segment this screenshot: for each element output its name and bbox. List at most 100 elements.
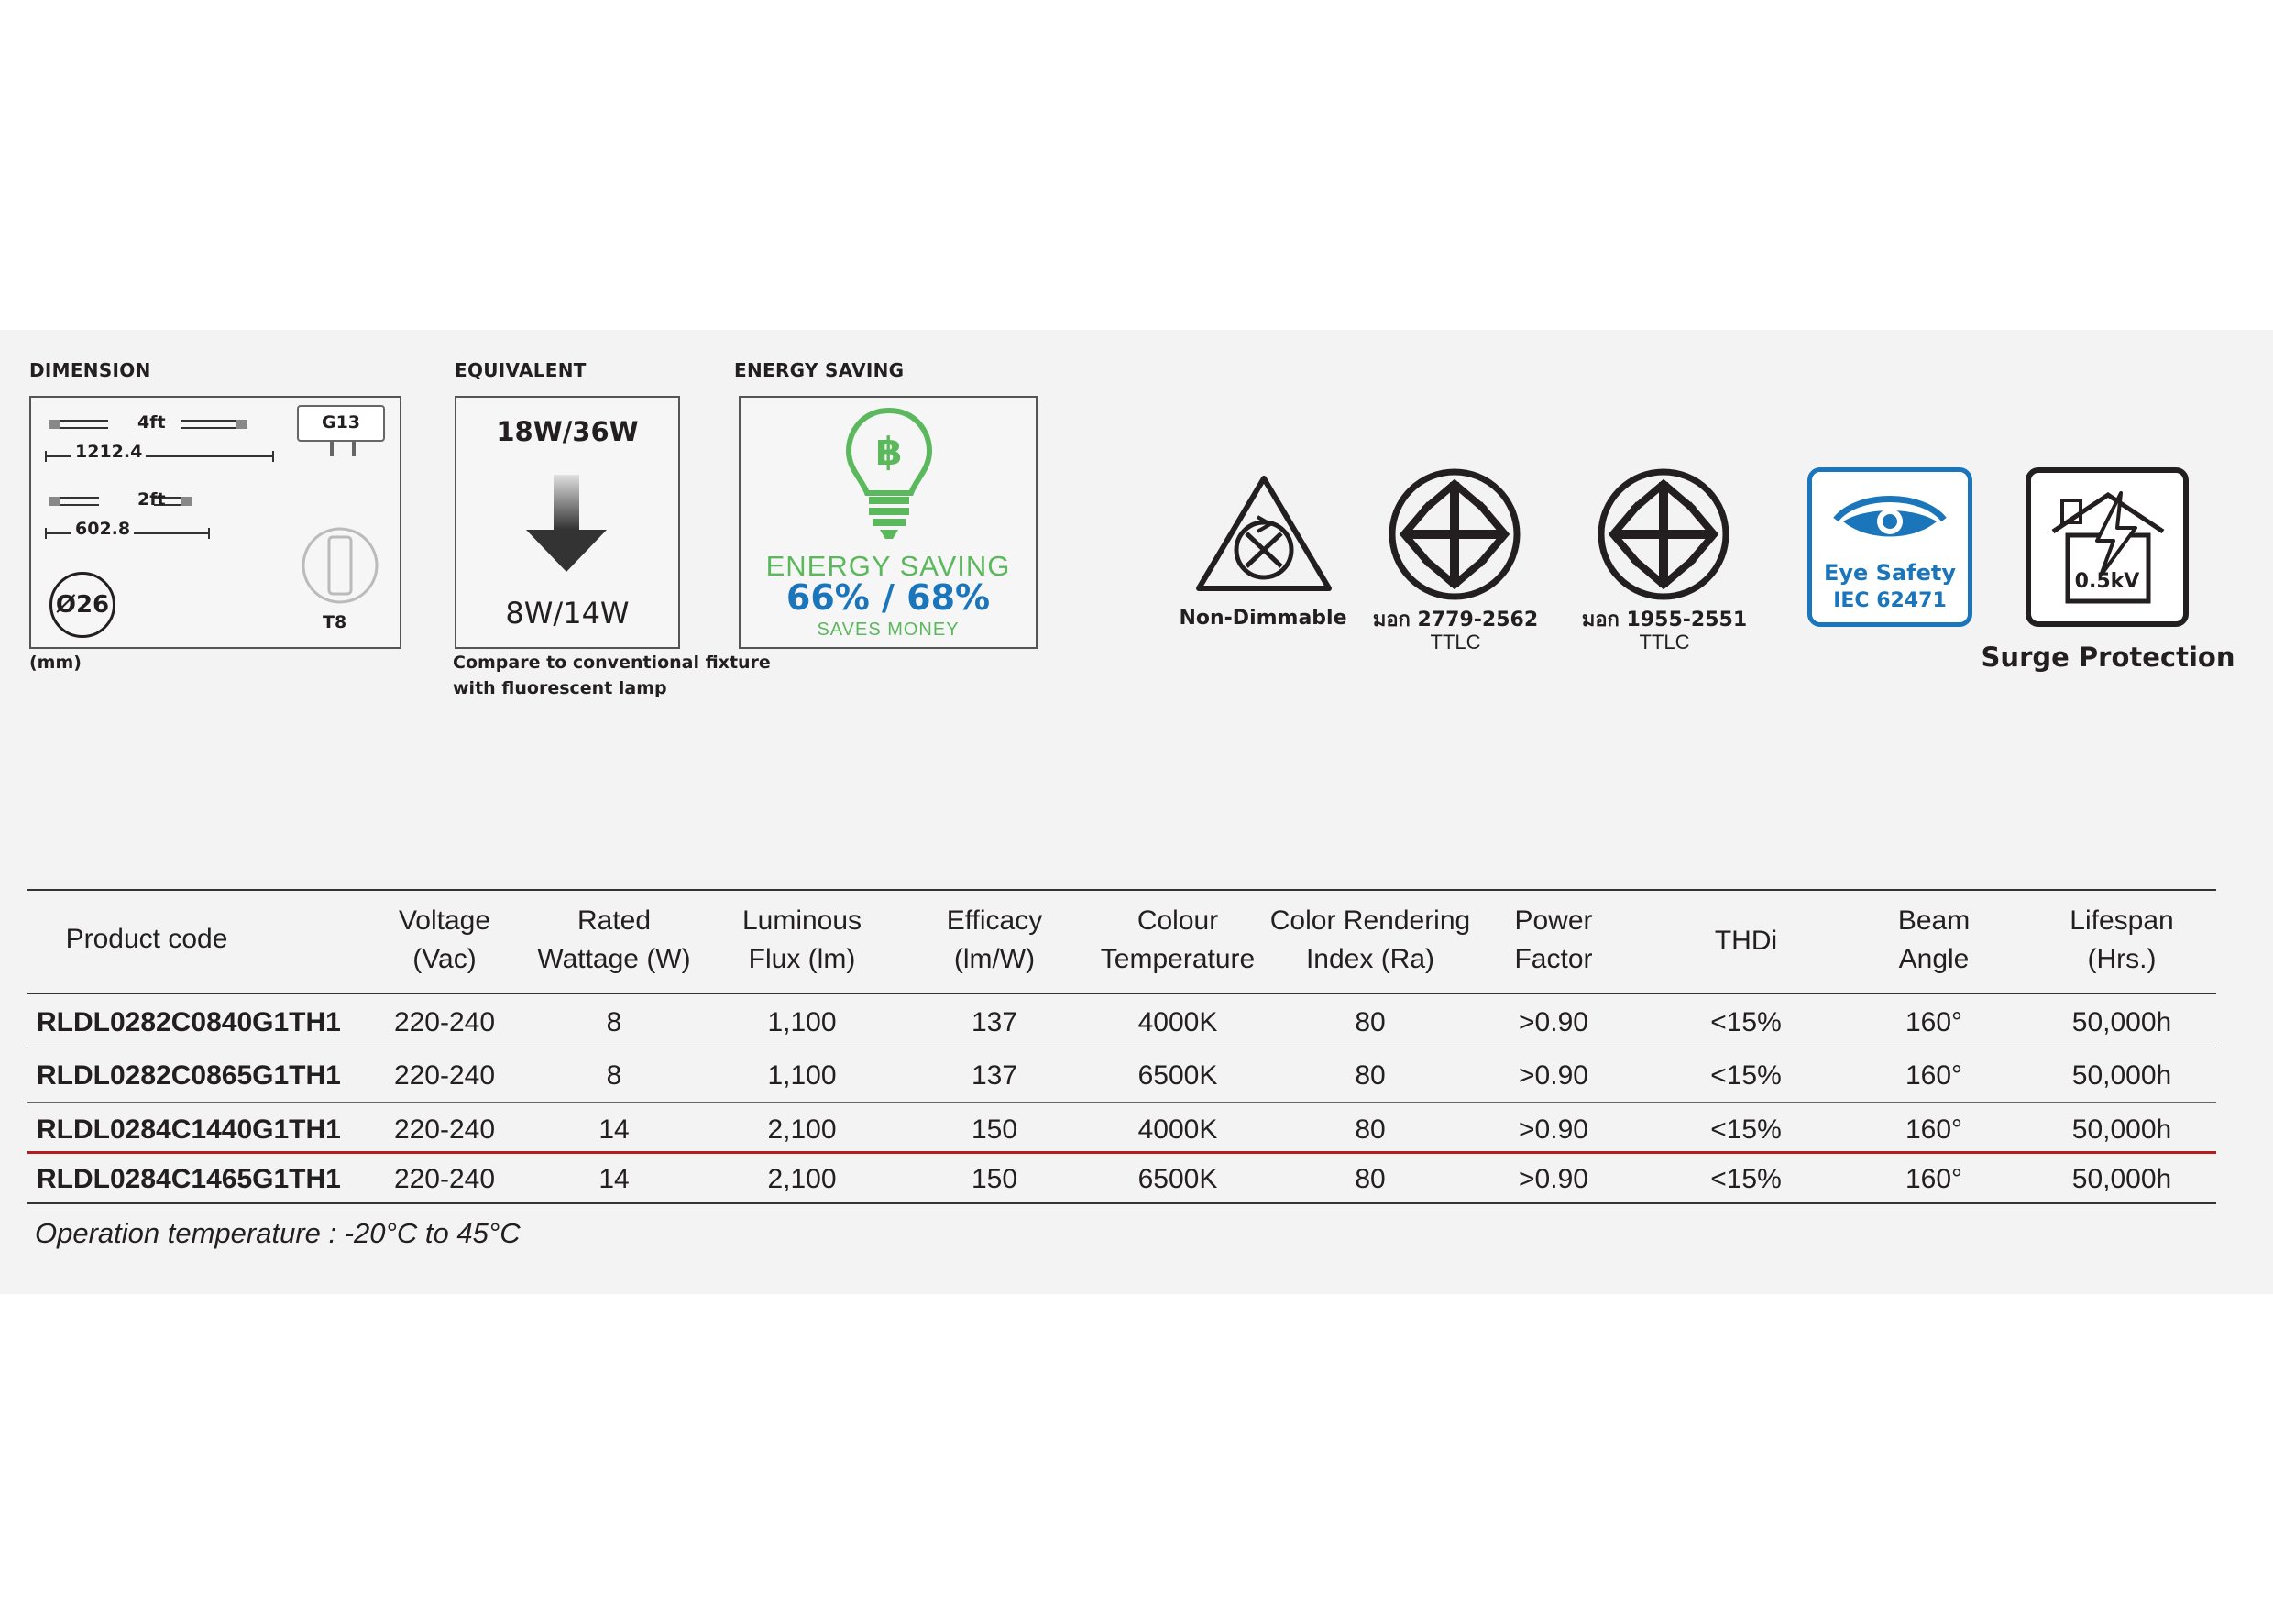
surge-label: Surge Protection (1981, 642, 2235, 673)
cell-cri: 80 (1355, 1164, 1386, 1194)
cell-wattage: 14 (598, 1114, 630, 1145)
cell-luminous-flux: 2,100 (767, 1114, 837, 1145)
length-2ft-mm: 602.8 (71, 519, 135, 539)
tube-end-icon (302, 527, 379, 604)
surge-house-icon (2051, 491, 2165, 604)
energy-percent: 66% / 68% (785, 577, 991, 618)
header-thdi: THDi (1714, 926, 1778, 956)
eye-icon (1833, 496, 1947, 537)
header-cri: Color Rendering Index (Ra) (1269, 905, 1471, 974)
cell-power-factor: >0.90 (1519, 1114, 1588, 1145)
length-4ft-mm: 1212.4 (71, 442, 147, 462)
bulb-icon (845, 407, 933, 539)
header-efficacy: Efficacy (lm/W) (946, 905, 1043, 974)
eye-safety-sub: IEC 62471 (1833, 589, 1947, 612)
cell-power-factor: >0.90 (1519, 1060, 1588, 1091)
energy-title: ENERGY SAVING (765, 550, 1011, 582)
surge-badge: 0.5kV (2026, 467, 2189, 627)
tis-1955-label: มอก 1955-2551 (1581, 609, 1748, 631)
table-bottom-border (27, 1202, 2216, 1204)
cell-colour-temperature: 6500K (1137, 1060, 1218, 1091)
cell-power-factor: >0.90 (1519, 1007, 1588, 1037)
non-dimmable-icon (1196, 476, 1332, 591)
header-luminous-flux: Luminous Flux (lm) (741, 905, 862, 974)
equivalent-title: EQUIVALENT (455, 359, 587, 381)
equivalent-note-2: with fluorescent lamp (453, 678, 667, 698)
cell-voltage: 220-240 (393, 1007, 496, 1037)
diameter-circle (49, 572, 115, 638)
cell-beam-angle: 160° (1905, 1060, 1963, 1091)
cell-product-code: RLDL0284C1440G1TH1 (37, 1114, 341, 1145)
cell-cri: 80 (1355, 1007, 1386, 1037)
cell-colour-temperature: 6500K (1137, 1164, 1218, 1194)
cell-lifespan: 50,000h (2071, 1164, 2172, 1194)
header-product-code: Product code (65, 924, 228, 954)
header-power-factor: Power Factor (1514, 905, 1593, 974)
cell-efficacy: 150 (971, 1164, 1018, 1194)
header-voltage: Voltage (Vac) (398, 905, 491, 974)
cell-lifespan: 50,000h (2071, 1060, 2172, 1091)
currency-symbol: ฿ (875, 429, 903, 474)
cell-product-code: RLDL0284C1465G1TH1 (37, 1164, 341, 1194)
dimension-title: DIMENSION (29, 359, 151, 381)
base-box (297, 405, 385, 442)
base-label: G13 (321, 412, 361, 433)
row-divider (27, 1102, 2216, 1103)
header-beam-angle: Beam Angle (1897, 905, 1971, 974)
base-pins-icon (330, 442, 356, 456)
cell-efficacy: 137 (971, 1007, 1018, 1037)
unit-label: (mm) (29, 653, 82, 673)
equivalent-box: 18W/36W 8W/14W (455, 396, 680, 649)
length-4ft: 4ft (137, 412, 166, 433)
cell-power-factor: >0.90 (1519, 1164, 1588, 1194)
eye-safety-badge: Eye Safety IEC 62471 (1807, 467, 1972, 627)
tis-2779-sub: TTLC (1430, 631, 1481, 653)
energy-saving-title: ENERGY SAVING (734, 359, 905, 381)
cell-colour-temperature: 4000K (1137, 1114, 1218, 1145)
cell-voltage: 220-240 (393, 1164, 496, 1194)
surge-voltage: 0.5kV (2074, 570, 2140, 593)
equivalent-from: 18W/36W (496, 416, 639, 447)
cell-cri: 80 (1355, 1114, 1386, 1145)
eye-safety-label: Eye Safety (1824, 560, 1956, 586)
cell-luminous-flux: 1,100 (767, 1060, 837, 1091)
cell-thdi: <15% (1710, 1007, 1782, 1037)
non-dimmable-label: Non-Dimmable (1179, 607, 1347, 630)
cell-colour-temperature: 4000K (1137, 1007, 1218, 1037)
cell-cri: 80 (1355, 1060, 1386, 1091)
cell-wattage: 8 (606, 1060, 622, 1091)
cell-beam-angle: 160° (1905, 1164, 1963, 1194)
tis-2779-label: มอก 2779-2562 (1372, 609, 1539, 631)
cell-beam-angle: 160° (1905, 1114, 1963, 1145)
cell-thdi: <15% (1710, 1114, 1782, 1145)
equivalent-note-1: Compare to conventional fixture (453, 653, 771, 673)
tis-1955-sub: TTLC (1639, 631, 1690, 653)
dimension-box: 4ft 1212.4 2ft 602.8 Ø26 G13 T8 (29, 396, 401, 649)
cell-luminous-flux: 2,100 (767, 1164, 837, 1194)
tis-mark-icon (1389, 468, 1521, 600)
header-colour-temperature: Colour Temperature (1100, 905, 1256, 974)
tis-mark-icon (1598, 468, 1729, 600)
table-header-border (27, 993, 2216, 994)
cell-lifespan: 50,000h (2071, 1007, 2172, 1037)
equivalent-to: 8W/14W (505, 596, 630, 631)
header-lifespan: Lifespan (Hrs.) (2070, 905, 2174, 974)
cell-wattage: 14 (598, 1164, 630, 1194)
energy-subtitle: SAVES MONEY (817, 620, 960, 640)
row-divider-red (27, 1151, 2216, 1154)
arrow-down-icon (526, 475, 607, 572)
cell-efficacy: 150 (971, 1114, 1018, 1145)
energy-box: ฿ ENERGY SAVING 66% / 68% SAVES MONEY (739, 396, 1038, 649)
cell-lifespan: 50,000h (2071, 1114, 2172, 1145)
cell-thdi: <15% (1710, 1164, 1782, 1194)
cell-beam-angle: 160° (1905, 1007, 1963, 1037)
operation-temperature-note: Operation temperature : -20°C to 45°C (35, 1217, 521, 1249)
cell-luminous-flux: 1,100 (767, 1007, 837, 1037)
header-wattage: Rated Wattage (W) (537, 905, 691, 974)
cell-product-code: RLDL0282C0865G1TH1 (37, 1060, 341, 1091)
cell-wattage: 8 (606, 1007, 622, 1037)
diameter-label: Ø26 (55, 591, 110, 619)
cell-thdi: <15% (1710, 1060, 1782, 1091)
cell-voltage: 220-240 (393, 1060, 496, 1091)
cell-voltage: 220-240 (393, 1114, 496, 1145)
